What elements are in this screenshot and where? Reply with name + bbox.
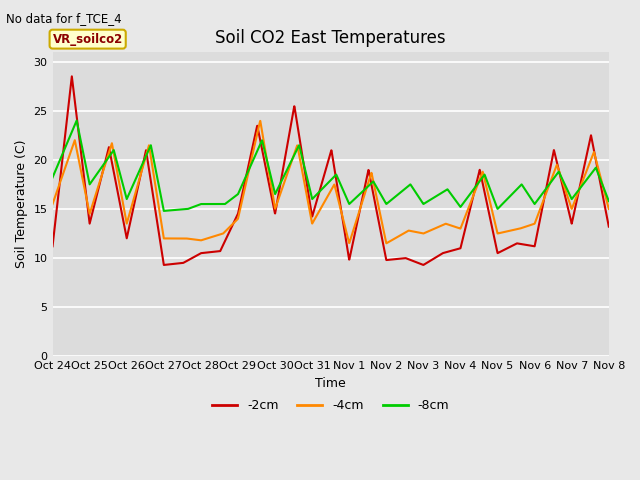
Legend: -2cm, -4cm, -8cm: -2cm, -4cm, -8cm (207, 394, 454, 417)
-8cm (262, 155, 270, 160)
-2cm (534, 225, 542, 231)
Line: -4cm: -4cm (52, 121, 609, 243)
-8cm (534, 196, 542, 202)
-4cm (286, 163, 294, 168)
-4cm (145, 143, 153, 148)
-8cm (113, 156, 120, 162)
-2cm (160, 262, 168, 268)
X-axis label: Time: Time (316, 377, 346, 390)
-2cm (287, 125, 294, 131)
Y-axis label: Soil Temperature (C): Soil Temperature (C) (15, 140, 28, 268)
-4cm (595, 166, 602, 171)
-2cm (605, 224, 612, 229)
-8cm (49, 175, 56, 180)
-4cm (383, 240, 390, 246)
-8cm (160, 208, 168, 214)
-2cm (262, 167, 270, 173)
-4cm (257, 118, 264, 124)
Text: No data for f_TCE_4: No data for f_TCE_4 (6, 12, 122, 25)
-4cm (262, 152, 270, 158)
-2cm (113, 181, 120, 187)
-8cm (287, 160, 294, 166)
-4cm (112, 163, 120, 168)
Line: -2cm: -2cm (52, 76, 609, 265)
Title: Soil CO2 East Temperatures: Soil CO2 East Temperatures (216, 29, 446, 48)
Text: VR_soilco2: VR_soilco2 (52, 33, 123, 46)
-8cm (595, 171, 602, 177)
-8cm (73, 118, 81, 123)
-4cm (534, 211, 542, 217)
-2cm (595, 169, 602, 175)
Line: -8cm: -8cm (52, 120, 609, 211)
-8cm (145, 146, 153, 152)
-2cm (49, 243, 56, 249)
-4cm (49, 201, 56, 207)
-2cm (145, 168, 153, 173)
-2cm (68, 73, 76, 79)
-8cm (605, 198, 612, 204)
-4cm (605, 206, 612, 212)
